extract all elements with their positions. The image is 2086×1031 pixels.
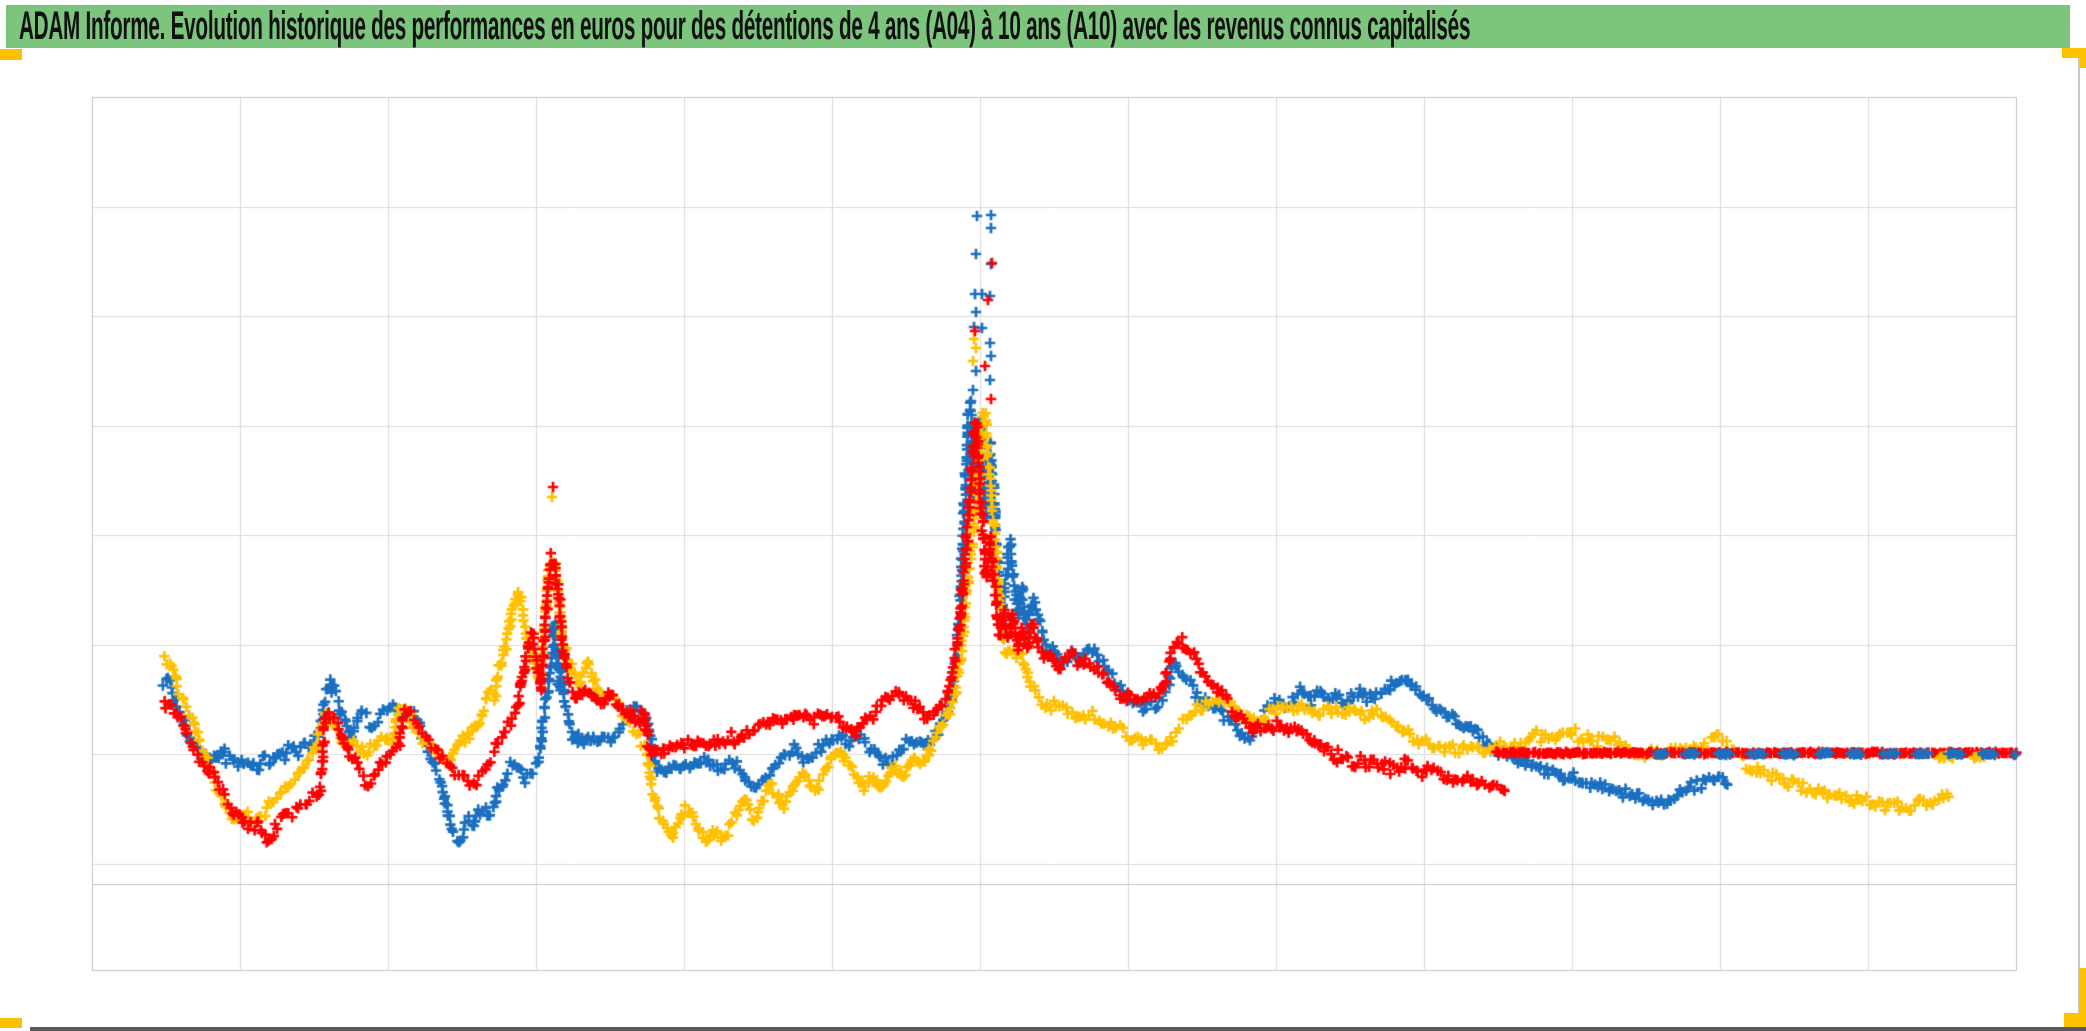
accent-top-left <box>0 49 22 60</box>
accent-top-right-vertical <box>2079 48 2086 68</box>
accent-bottom-right-foot <box>2064 1013 2086 1027</box>
accent-bottom-left <box>0 1018 22 1028</box>
report-title: ADAM Informe. Evolution historique des p… <box>18 4 1471 48</box>
accent-top-right-horizontal <box>2062 48 2086 58</box>
title-bar: ADAM Informe. Evolution historique des p… <box>6 4 2070 48</box>
chart-frame-right-line <box>2078 58 2080 1031</box>
accent-bottom-right-vertical <box>2079 968 2086 1025</box>
bottom-bar <box>30 1027 2086 1031</box>
